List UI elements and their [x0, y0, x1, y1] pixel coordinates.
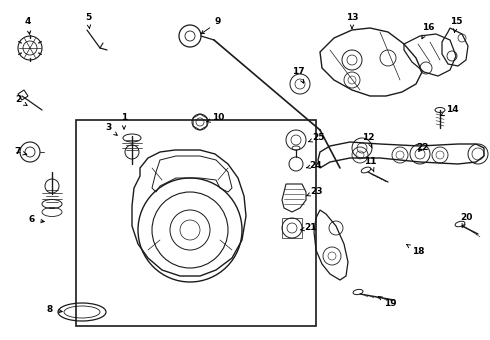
- Text: 7: 7: [15, 148, 27, 156]
- Text: 13: 13: [346, 14, 358, 29]
- Text: 19: 19: [378, 296, 396, 308]
- Text: 24: 24: [307, 160, 322, 170]
- Text: 3: 3: [105, 123, 117, 135]
- Text: 21: 21: [301, 223, 316, 233]
- Text: 2: 2: [15, 96, 27, 105]
- Text: 17: 17: [292, 68, 304, 83]
- Text: 10: 10: [206, 114, 224, 122]
- Text: 23: 23: [307, 187, 322, 197]
- Text: 4: 4: [25, 17, 31, 34]
- Text: 9: 9: [201, 17, 221, 34]
- Bar: [282, 218, 302, 238]
- Bar: [76, 120, 316, 326]
- Text: 8: 8: [47, 306, 62, 315]
- Text: 15: 15: [450, 17, 462, 32]
- Text: 14: 14: [441, 105, 458, 116]
- Text: 1: 1: [121, 114, 127, 129]
- Text: 25: 25: [309, 134, 324, 142]
- Text: 18: 18: [407, 244, 424, 256]
- Text: 11: 11: [364, 157, 376, 172]
- Text: 20: 20: [460, 214, 472, 228]
- Text: 5: 5: [85, 14, 91, 29]
- Text: 12: 12: [362, 134, 374, 148]
- Text: 16: 16: [422, 23, 434, 39]
- Text: 22: 22: [416, 143, 428, 153]
- Text: 6: 6: [29, 216, 44, 224]
